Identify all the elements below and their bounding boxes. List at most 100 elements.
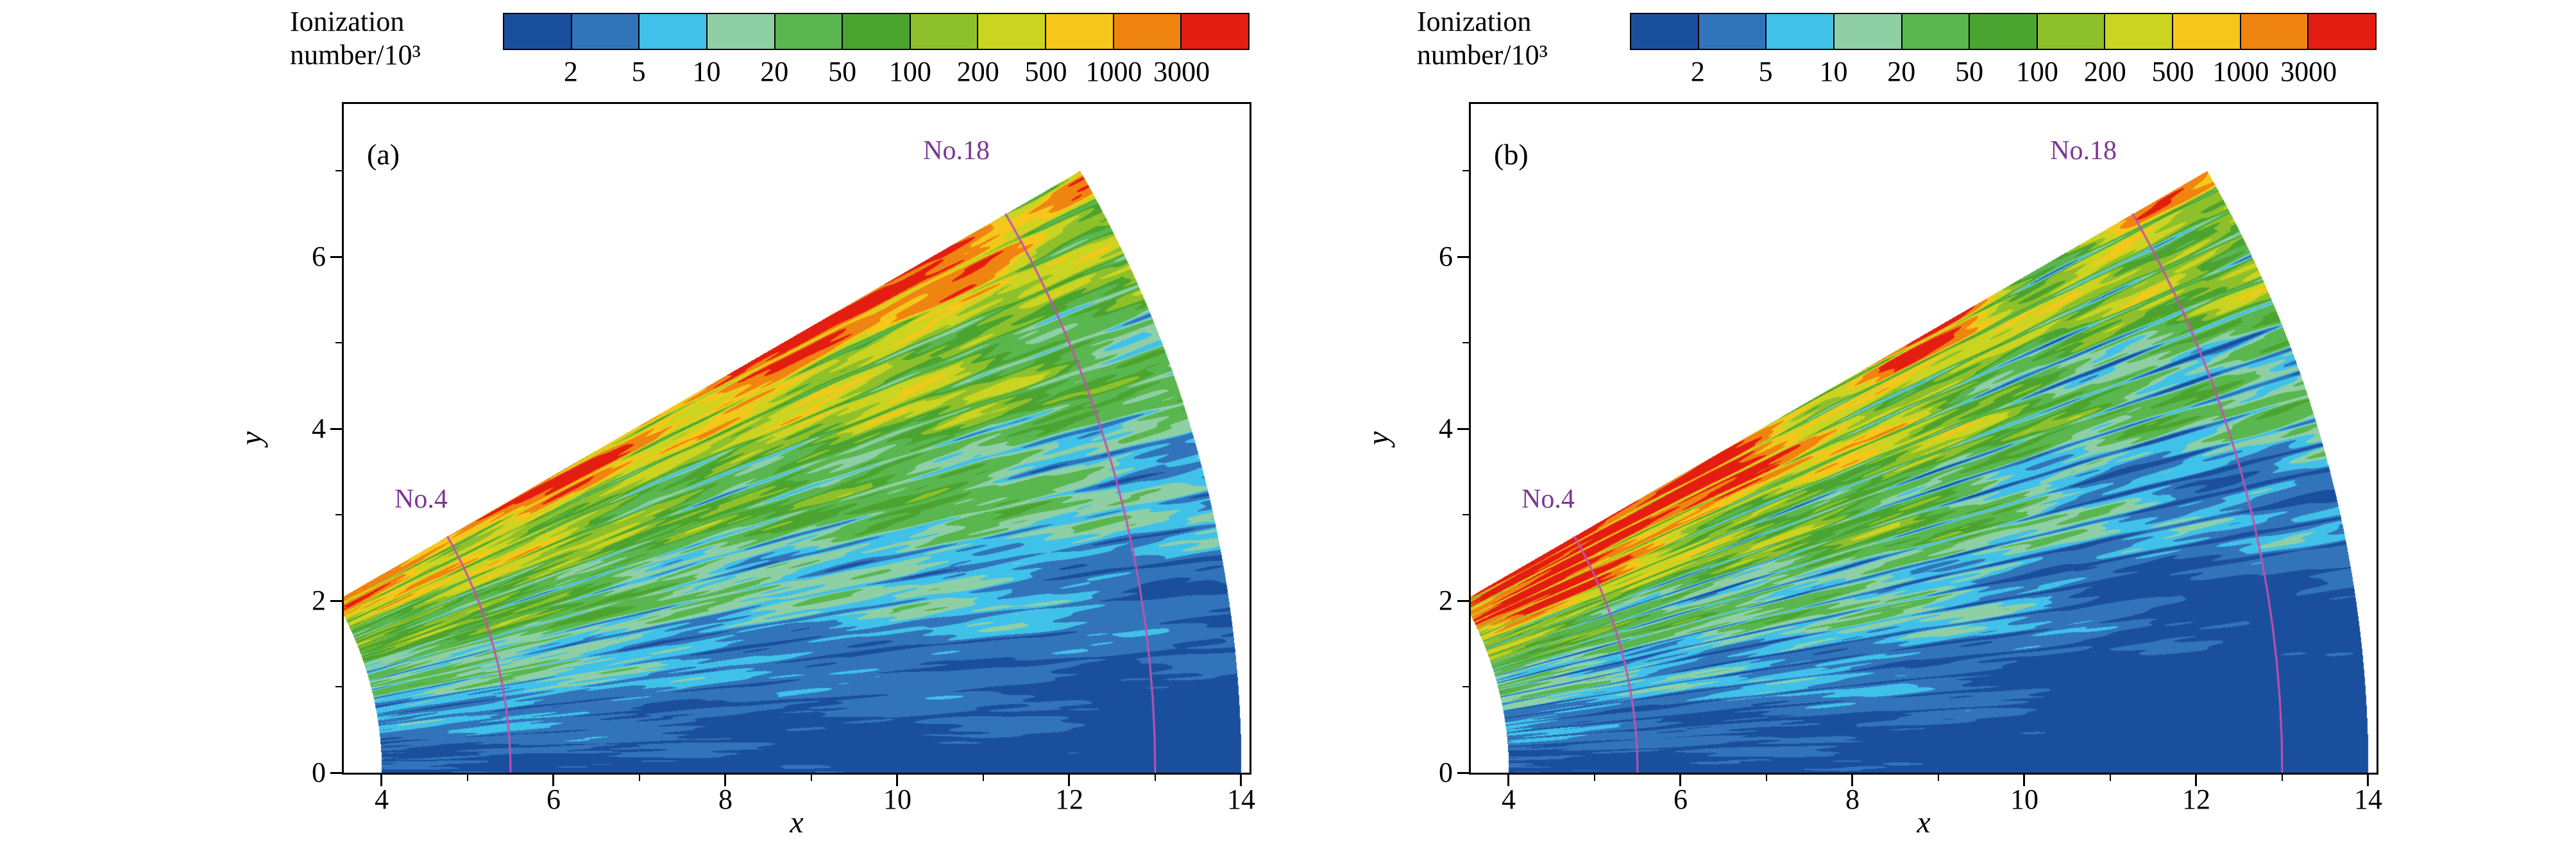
x-major-tick [1240, 775, 1242, 786]
y-minor-tick [335, 514, 342, 515]
colorbar-segment [775, 14, 843, 49]
colorbar-segment [1767, 14, 1835, 49]
colorbar-tick-label: 50 [1955, 56, 1984, 87]
y-tick-label: 4 [312, 413, 326, 444]
panel-b: Ionization number/10³ 2 5 10 20 50 100 200 500 1… [1127, 0, 2416, 842]
colorbar-tick-label: 500 [2151, 56, 2194, 87]
annotation-label: No.18 [2050, 136, 2117, 166]
colorbar [1630, 13, 2377, 50]
colorbar-tick-label: 20 [1887, 56, 1916, 87]
colorbar-segment [1046, 14, 1114, 49]
x-minor-tick [638, 775, 640, 781]
colorbar-tick-label: 50 [828, 56, 857, 87]
x-major-tick [1851, 775, 1854, 786]
colorbar-tick-label: 200 [956, 56, 999, 87]
x-minor-tick [1154, 775, 1156, 781]
contour-canvas [344, 104, 1250, 773]
colorbar-tick-label: 100 [888, 56, 931, 87]
y-axis-label: y [1361, 431, 1396, 445]
y-minor-tick [1462, 170, 1469, 171]
y-major-tick [1457, 255, 1469, 258]
colorbar-segment [640, 14, 708, 49]
y-tick-label: 0 [312, 757, 326, 788]
colorbar-tick-label: 3000 [2280, 56, 2337, 87]
x-tick-label: 6 [1673, 784, 1688, 815]
colorbar-segment [572, 14, 640, 49]
x-minor-tick [466, 775, 468, 781]
colorbar-tick-label: 5 [631, 56, 646, 87]
x-minor-tick [1593, 775, 1595, 781]
colorbar-tick-label: 100 [2015, 56, 2058, 87]
colorbar-title-line2: number/10³ [290, 39, 421, 71]
annotation-label: No.18 [923, 136, 990, 166]
colorbar-segment [1699, 14, 1767, 49]
colorbar-title: Ionization number/10³ [290, 5, 421, 72]
x-tick-label: 12 [1055, 784, 1083, 815]
x-major-tick [724, 775, 727, 786]
y-major-tick [1457, 427, 1469, 430]
x-minor-tick [810, 775, 812, 781]
colorbar-segment [1902, 14, 1970, 49]
y-major-tick [330, 771, 342, 774]
x-tick-label: 4 [374, 784, 389, 815]
colorbar-tick-label: 10 [1819, 56, 1848, 87]
y-tick-label: 2 [1439, 585, 1453, 616]
colorbar-title-line1: Ionization [290, 6, 405, 37]
x-tick-label: 8 [718, 784, 733, 815]
colorbar-segment [2105, 14, 2174, 49]
colorbar-tick-label: 5 [1758, 56, 1773, 87]
y-tick-label: 4 [1439, 413, 1453, 444]
x-major-tick [896, 775, 899, 786]
colorbar-segment [2173, 14, 2241, 49]
colorbar-segment [843, 14, 911, 49]
x-minor-tick [2109, 775, 2111, 781]
colorbar [503, 13, 1250, 50]
annotation-label: No.4 [1521, 485, 1575, 514]
x-minor-tick [1937, 775, 1939, 781]
x-major-tick [2367, 775, 2369, 786]
colorbar-segment [1970, 14, 2038, 49]
x-minor-tick [1765, 775, 1767, 781]
x-axis-label: x [790, 805, 804, 839]
y-major-tick [330, 599, 342, 602]
colorbar-title-line2: number/10³ [1417, 39, 1548, 71]
x-axis-label: x [1917, 805, 1931, 839]
colorbar-title-line1: Ionization [1417, 6, 1532, 37]
x-tick-label: 10 [2010, 784, 2038, 815]
panel-label: (b) [1494, 138, 1529, 171]
y-minor-tick [1462, 342, 1469, 343]
colorbar-segment [1114, 14, 1182, 49]
y-major-tick [330, 255, 342, 258]
x-minor-tick [2281, 775, 2283, 781]
y-tick-label: 0 [1439, 757, 1453, 788]
y-minor-tick [335, 686, 342, 687]
colorbar-tick-label: 3000 [1153, 56, 1210, 87]
y-axis-label: y [234, 431, 269, 445]
colorbar-segment [1182, 14, 1249, 49]
x-tick-label: 6 [546, 784, 561, 815]
panel-a: Ionization number/10³ 2 5 10 20 50 100 200 500 1… [234, 5, 1255, 839]
colorbar-tick-label: 20 [760, 56, 789, 87]
x-major-tick [2023, 775, 2026, 786]
contour-canvas [1471, 104, 2377, 773]
colorbar-tick-label: 10 [692, 56, 721, 87]
colorbar-tick-label: 2 [563, 56, 578, 87]
x-tick-label: 4 [1501, 784, 1516, 815]
x-minor-tick [982, 775, 984, 781]
x-major-tick [1507, 775, 1510, 786]
x-tick-label: 14 [1226, 784, 1255, 815]
colorbar-segment [707, 14, 775, 49]
colorbar-tick-label: 2 [1690, 56, 1705, 87]
x-tick-label: 8 [1845, 784, 1860, 815]
y-minor-tick [1462, 514, 1469, 515]
y-major-tick [1457, 771, 1469, 774]
x-tick-label: 12 [2182, 784, 2210, 815]
colorbar-tick-label: 500 [1024, 56, 1067, 87]
y-major-tick [1457, 599, 1469, 602]
colorbar-segment [2037, 14, 2106, 49]
y-tick-label: 2 [312, 585, 326, 616]
colorbar-segment [910, 14, 979, 49]
y-minor-tick [1462, 686, 1469, 687]
colorbar-segment [504, 14, 572, 49]
colorbar-title: Ionization number/10³ [1417, 5, 1548, 72]
